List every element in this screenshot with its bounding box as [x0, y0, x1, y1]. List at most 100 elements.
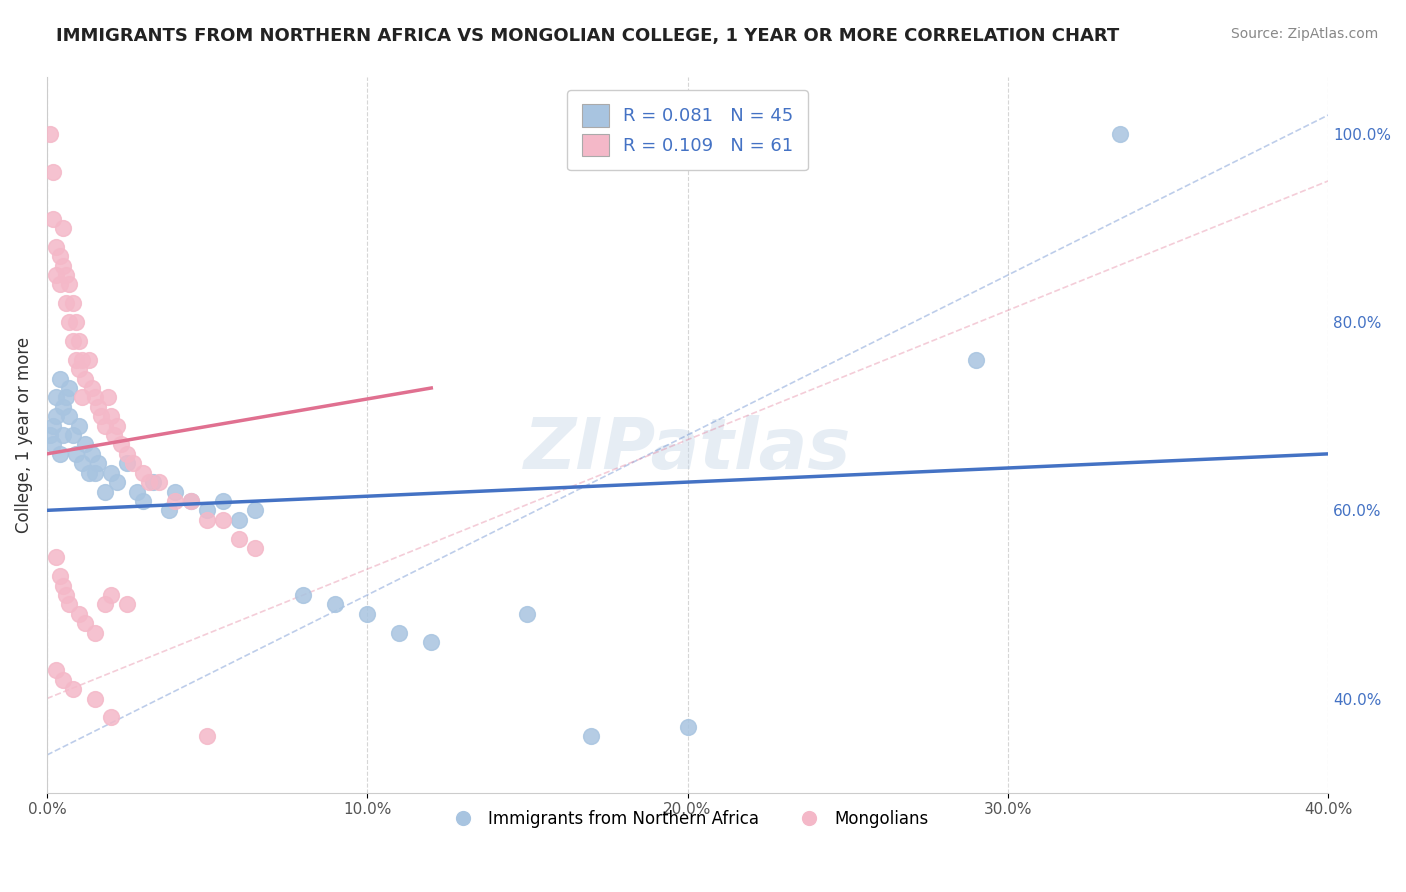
Point — [323, 598, 346, 612]
Point — [148, 475, 170, 489]
Point — [142, 475, 165, 489]
Point — [55, 268, 77, 282]
Point — [84, 625, 107, 640]
Point — [42, 164, 65, 178]
Point — [105, 475, 128, 489]
Point — [110, 437, 132, 451]
Point — [80, 381, 103, 395]
Point — [228, 513, 250, 527]
Point — [87, 400, 110, 414]
Point — [65, 352, 87, 367]
Point — [62, 296, 84, 310]
Point — [138, 475, 160, 489]
Point — [132, 494, 155, 508]
Point — [52, 221, 75, 235]
Point — [75, 371, 97, 385]
Point — [100, 466, 122, 480]
Point — [45, 268, 67, 282]
Point — [80, 447, 103, 461]
Point — [42, 437, 65, 451]
Point — [90, 409, 112, 424]
Point — [58, 598, 80, 612]
Point — [100, 409, 122, 424]
Point — [42, 211, 65, 226]
Point — [676, 720, 699, 734]
Point — [45, 550, 67, 565]
Point — [115, 447, 138, 461]
Point — [62, 682, 84, 697]
Point — [125, 484, 148, 499]
Point — [100, 588, 122, 602]
Point — [115, 598, 138, 612]
Point — [93, 484, 115, 499]
Point — [58, 381, 80, 395]
Point — [195, 503, 218, 517]
Point — [77, 352, 100, 367]
Point — [52, 259, 75, 273]
Point — [212, 494, 235, 508]
Text: Source: ZipAtlas.com: Source: ZipAtlas.com — [1230, 27, 1378, 41]
Point — [48, 249, 70, 263]
Point — [67, 418, 90, 433]
Point — [122, 456, 145, 470]
Point — [48, 371, 70, 385]
Point — [965, 352, 987, 367]
Point — [243, 541, 266, 555]
Point — [100, 710, 122, 724]
Point — [243, 503, 266, 517]
Point — [58, 315, 80, 329]
Point — [67, 607, 90, 621]
Point — [356, 607, 378, 621]
Point — [292, 588, 315, 602]
Point — [93, 418, 115, 433]
Point — [58, 277, 80, 292]
Point — [115, 456, 138, 470]
Point — [163, 494, 186, 508]
Point — [45, 409, 67, 424]
Point — [48, 277, 70, 292]
Point — [52, 400, 75, 414]
Point — [163, 484, 186, 499]
Point — [52, 579, 75, 593]
Point — [93, 598, 115, 612]
Point — [42, 418, 65, 433]
Point — [39, 428, 62, 442]
Point — [132, 466, 155, 480]
Point — [65, 447, 87, 461]
Point — [55, 296, 77, 310]
Point — [516, 607, 538, 621]
Point — [228, 532, 250, 546]
Y-axis label: College, 1 year or more: College, 1 year or more — [15, 337, 32, 533]
Point — [67, 362, 90, 376]
Point — [45, 391, 67, 405]
Point — [84, 391, 107, 405]
Point — [84, 466, 107, 480]
Point — [48, 569, 70, 583]
Point — [39, 127, 62, 141]
Text: IMMIGRANTS FROM NORTHERN AFRICA VS MONGOLIAN COLLEGE, 1 YEAR OR MORE CORRELATION: IMMIGRANTS FROM NORTHERN AFRICA VS MONGO… — [56, 27, 1119, 45]
Point — [97, 391, 120, 405]
Point — [195, 729, 218, 743]
Point — [103, 428, 125, 442]
Point — [195, 513, 218, 527]
Point — [67, 334, 90, 348]
Text: ZIPatlas: ZIPatlas — [524, 415, 851, 483]
Point — [52, 673, 75, 687]
Point — [48, 447, 70, 461]
Legend: Immigrants from Northern Africa, Mongolians: Immigrants from Northern Africa, Mongoli… — [440, 803, 935, 834]
Point — [77, 466, 100, 480]
Point — [62, 428, 84, 442]
Point — [84, 691, 107, 706]
Point — [157, 503, 180, 517]
Point — [180, 494, 202, 508]
Point — [87, 456, 110, 470]
Point — [45, 663, 67, 677]
Point — [212, 513, 235, 527]
Point — [62, 334, 84, 348]
Point — [58, 409, 80, 424]
Point — [52, 428, 75, 442]
Point — [45, 240, 67, 254]
Point — [388, 625, 411, 640]
Point — [105, 418, 128, 433]
Point — [65, 315, 87, 329]
